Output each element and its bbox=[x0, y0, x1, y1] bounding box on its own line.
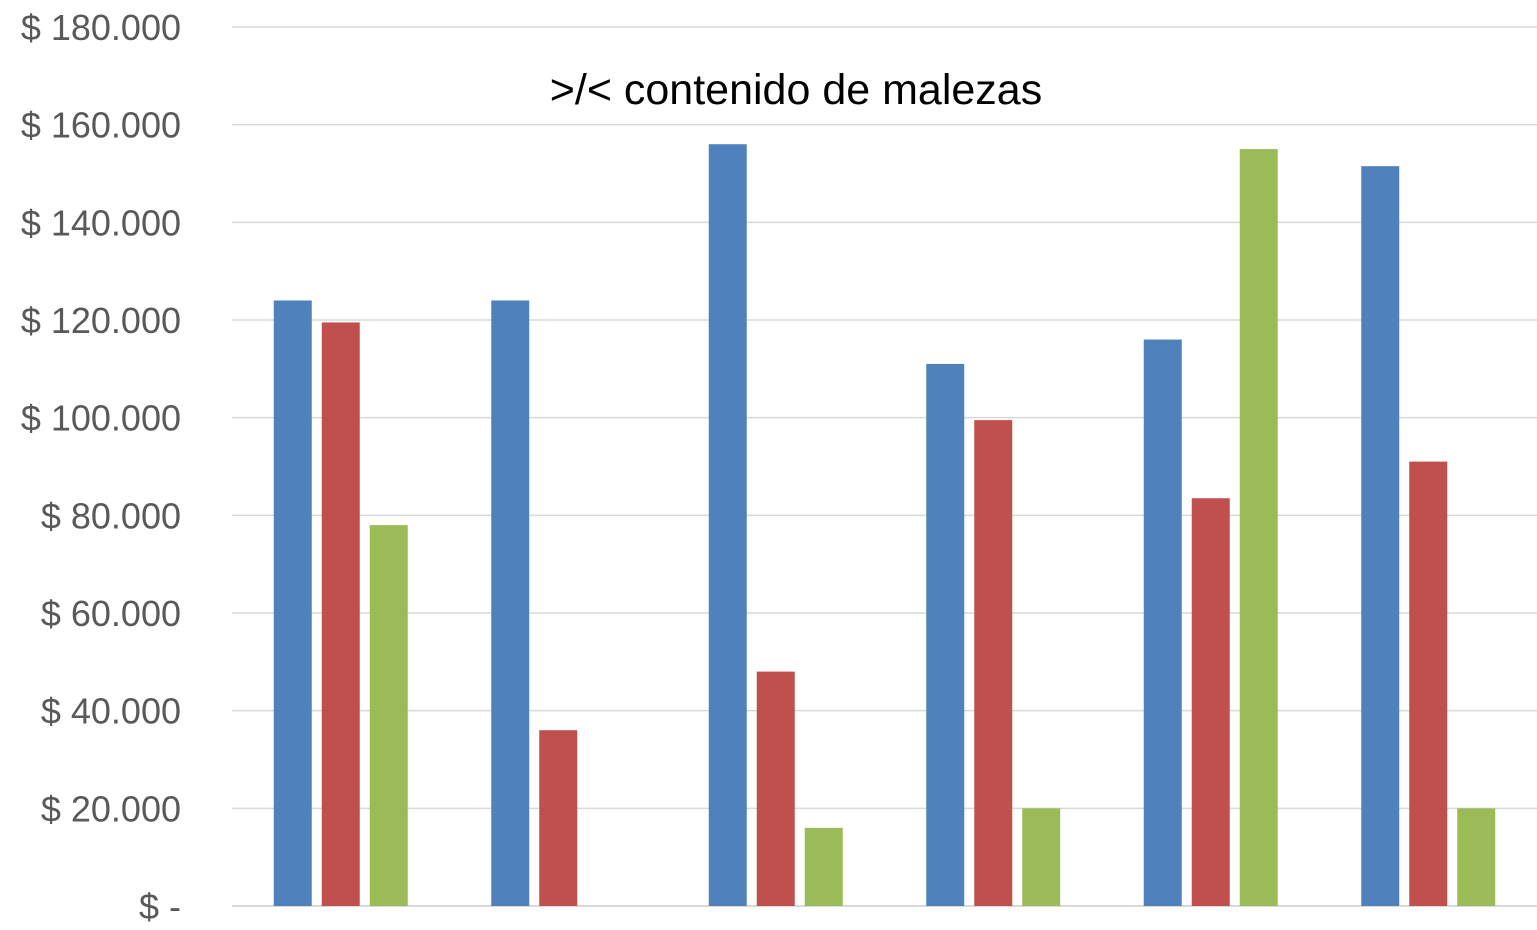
bar-series-1-group-1 bbox=[273, 300, 312, 906]
bar-series-3-group-3 bbox=[804, 827, 843, 906]
bar-series-3-group-4 bbox=[1022, 808, 1061, 906]
y-tick-label: $ - bbox=[139, 886, 181, 927]
y-tick-label: $ 120.000 bbox=[21, 300, 181, 341]
y-axis-tick-labels: $ - $ 20.000 $ 40.000 $ 60.000 $ 80.000 $ 100… bbox=[21, 7, 181, 927]
bar-series-1-group-5 bbox=[1143, 339, 1182, 906]
bar-series-1-group-2 bbox=[491, 300, 530, 906]
y-tick-label: $ 20.000 bbox=[41, 788, 181, 829]
bar-series-1-group-6 bbox=[1361, 166, 1400, 907]
y-tick-label: $ 40.000 bbox=[41, 691, 181, 732]
bar-series-2-group-6 bbox=[1409, 461, 1448, 906]
bar-series-2-group-4 bbox=[974, 420, 1013, 906]
bar-series-2-group-5 bbox=[1191, 498, 1230, 906]
y-tick-label: $ 60.000 bbox=[41, 593, 181, 634]
bar-series-2-group-3 bbox=[756, 671, 795, 906]
bar-series-3-group-1 bbox=[369, 525, 408, 906]
chart-title: >/< contenido de malezas bbox=[550, 66, 1042, 114]
bar-series-3-group-5 bbox=[1239, 149, 1278, 907]
bars bbox=[273, 144, 1496, 907]
bar-series-2-group-1 bbox=[321, 322, 360, 907]
y-tick-label: $ 160.000 bbox=[21, 105, 181, 146]
gridlines bbox=[232, 26, 1537, 907]
bar-series-1-group-3 bbox=[708, 144, 747, 906]
bar-series-3-group-6 bbox=[1457, 808, 1496, 906]
y-tick-label: $ 80.000 bbox=[41, 495, 181, 536]
bar-series-2-group-2 bbox=[539, 730, 578, 906]
y-tick-label: $ 140.000 bbox=[21, 202, 181, 243]
y-tick-label: $ 100.000 bbox=[21, 398, 181, 439]
y-tick-label: $ 180.000 bbox=[21, 7, 181, 48]
bar-series-1-group-4 bbox=[926, 363, 965, 906]
